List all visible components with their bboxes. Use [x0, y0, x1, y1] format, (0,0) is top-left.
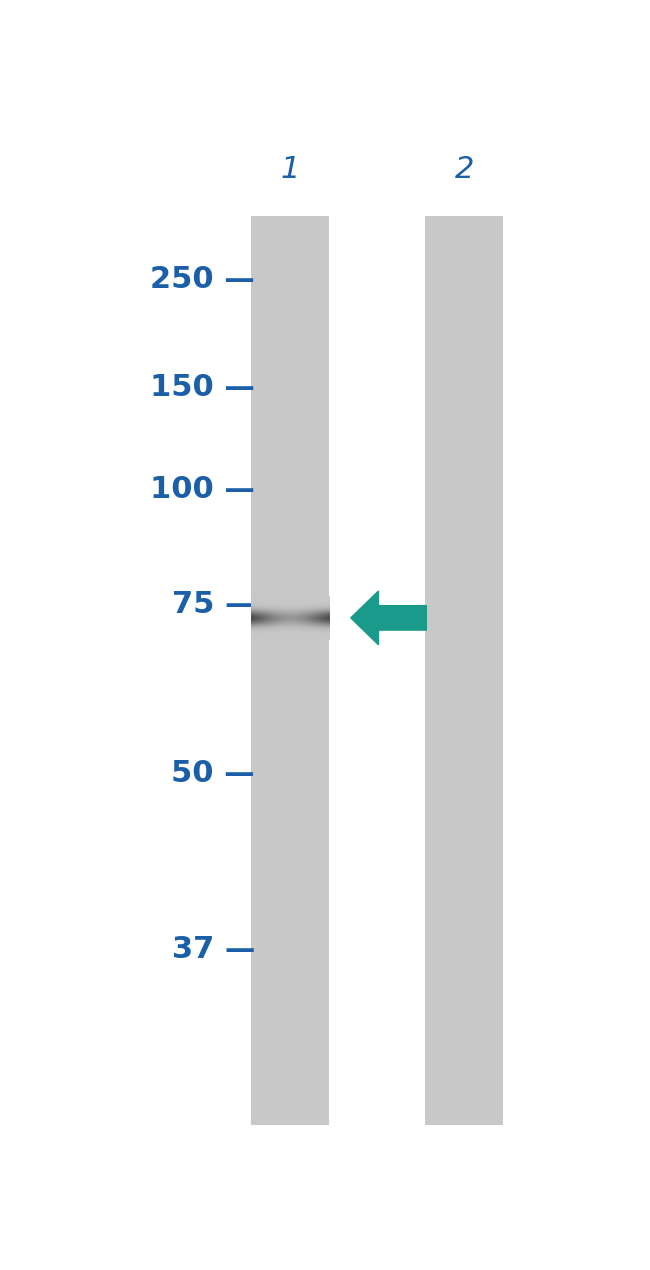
- Text: 250 —: 250 —: [150, 265, 255, 295]
- Text: 50 —: 50 —: [172, 759, 255, 787]
- Bar: [425, 216, 503, 1125]
- Text: 150 —: 150 —: [150, 372, 255, 401]
- Text: 1: 1: [281, 155, 300, 184]
- Text: 37 —: 37 —: [172, 935, 255, 964]
- Text: 100 —: 100 —: [150, 475, 255, 504]
- FancyArrow shape: [351, 591, 426, 645]
- Text: 2: 2: [454, 155, 474, 184]
- Text: 75 —: 75 —: [172, 589, 255, 618]
- Bar: [252, 216, 330, 1125]
